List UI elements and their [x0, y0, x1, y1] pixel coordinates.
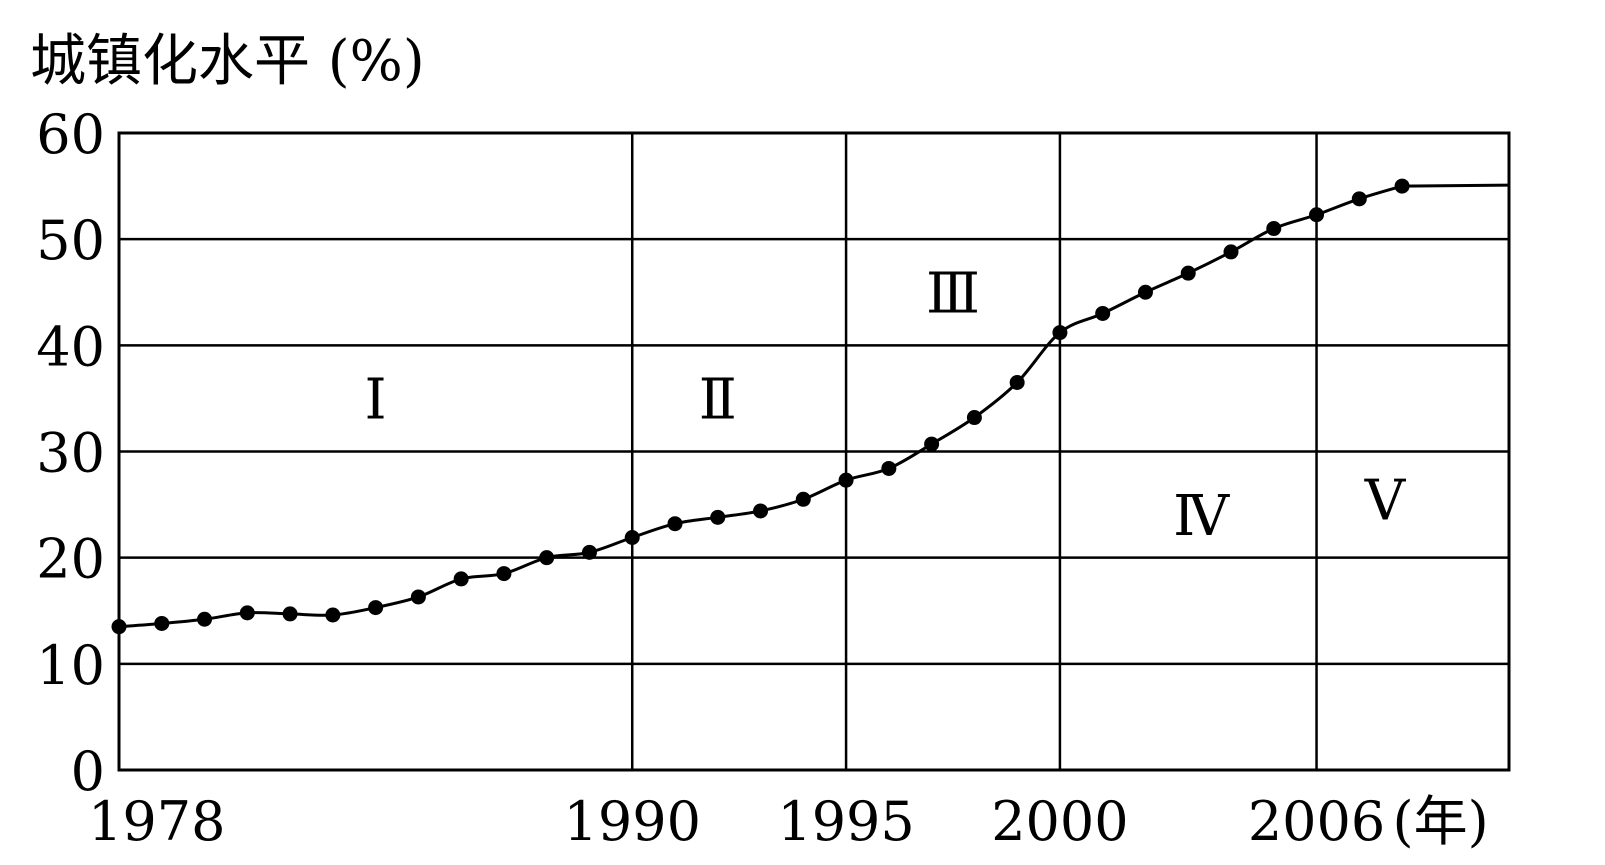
- y-tick-label: 40: [36, 315, 105, 378]
- data-point: [1266, 221, 1282, 237]
- region-label: Ⅰ: [365, 367, 387, 432]
- data-points: [111, 178, 1410, 635]
- data-point: [368, 600, 384, 616]
- data-point: [282, 606, 298, 622]
- data-point: [924, 436, 940, 452]
- data-point: [1223, 244, 1239, 260]
- data-point: [111, 619, 127, 635]
- data-point: [410, 589, 426, 605]
- y-tick-label: 20: [36, 528, 105, 591]
- y-tick-label: 30: [36, 422, 105, 485]
- data-point: [197, 611, 213, 627]
- data-point: [496, 566, 512, 582]
- data-point: [239, 605, 255, 621]
- data-point: [838, 472, 854, 488]
- data-point: [1180, 265, 1196, 281]
- data-point: [1009, 374, 1025, 390]
- data-point: [667, 516, 683, 532]
- data-point: [624, 529, 640, 545]
- data-point: [1309, 207, 1325, 223]
- x-tick-label: 1990: [564, 790, 701, 853]
- data-point: [1351, 191, 1367, 207]
- data-point: [1394, 178, 1410, 194]
- data-point: [966, 410, 982, 426]
- data-point: [1095, 305, 1111, 321]
- grid: [119, 133, 1509, 770]
- x-tick-labels: 1978 1990 1995 2000 2006 (年): [88, 790, 1489, 853]
- data-point: [753, 503, 769, 519]
- region-label: Ⅳ: [1173, 484, 1230, 549]
- plot-frame: [117, 131, 1511, 772]
- region-label: Ⅲ: [926, 261, 980, 326]
- y-tick-label: 0: [71, 740, 105, 803]
- x-tick-label: 2000: [991, 790, 1128, 853]
- y-axis-title: 城镇化水平 (%): [30, 29, 425, 94]
- region-label: Ⅴ: [1364, 468, 1407, 533]
- x-unit-label: (年): [1393, 790, 1489, 853]
- data-point: [325, 607, 341, 623]
- data-point: [881, 460, 897, 476]
- data-point: [539, 550, 555, 566]
- x-tick-label: 1978: [88, 790, 225, 853]
- x-tick-label: 2006: [1248, 790, 1385, 853]
- data-point: [1052, 325, 1068, 341]
- region-label: Ⅱ: [699, 367, 737, 432]
- y-tick-label: 50: [36, 209, 105, 272]
- data-point: [710, 509, 726, 525]
- data-point: [1137, 284, 1153, 300]
- data-point: [453, 571, 469, 587]
- region-labels: Ⅰ Ⅱ Ⅲ Ⅳ Ⅴ: [365, 261, 1407, 549]
- data-point: [581, 544, 597, 560]
- data-point: [795, 491, 811, 507]
- y-tick-labels: 0 10 20 30 40 50 60: [36, 103, 105, 803]
- y-tick-label: 10: [36, 634, 105, 697]
- x-tick-label: 1995: [777, 790, 914, 853]
- data-point: [154, 615, 170, 631]
- urbanization-line: [118, 183, 1510, 629]
- y-tick-label: 60: [36, 103, 105, 166]
